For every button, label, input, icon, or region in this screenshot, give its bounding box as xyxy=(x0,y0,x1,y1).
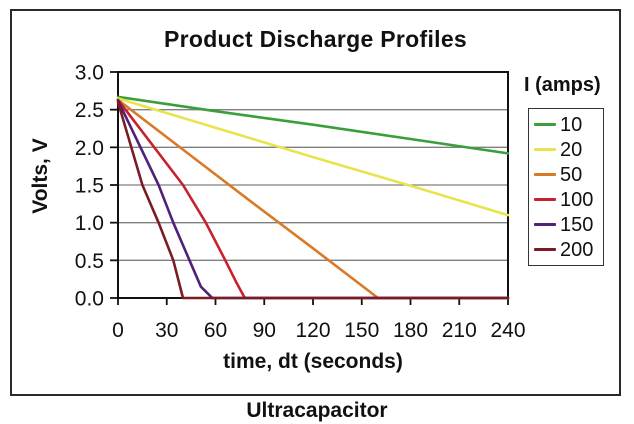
y-tick-label-1.5: 1.5 xyxy=(75,175,104,198)
legend-label-150: 150 xyxy=(560,213,594,236)
chart-frame xyxy=(10,9,621,396)
y-axis-title: Volts, V xyxy=(29,138,52,214)
y-tick-label-0.0: 0.0 xyxy=(75,288,104,311)
legend-item-10: 10 xyxy=(534,115,603,135)
caption: Ultracapacitor xyxy=(246,399,388,422)
x-tick-label-0: 0 xyxy=(112,319,124,342)
legend-swatch-150 xyxy=(534,223,556,226)
legend-label-20: 20 xyxy=(560,138,583,161)
series-line-200 xyxy=(116,100,510,300)
legend-swatch-20 xyxy=(534,148,556,151)
legend-label-100: 100 xyxy=(560,188,594,211)
x-tick-label-60: 60 xyxy=(204,319,227,342)
y-tick-label-2.5: 2.5 xyxy=(75,99,104,122)
chart-title: Product Discharge Profiles xyxy=(163,26,468,52)
legend-swatch-50 xyxy=(534,173,556,176)
legend-item-50: 50 xyxy=(534,165,603,185)
y-tick-label-2.0: 2.0 xyxy=(75,137,104,160)
legend-item-100: 100 xyxy=(534,190,603,210)
y-tick-label-1.0: 1.0 xyxy=(75,212,104,235)
legend-label-200: 200 xyxy=(560,238,594,261)
x-axis-title: time, dt (seconds) xyxy=(223,350,403,373)
x-tick-label-180: 180 xyxy=(393,319,428,342)
legend-title: I (amps) xyxy=(524,74,601,96)
legend-swatch-200 xyxy=(534,248,556,251)
legend-item-20: 20 xyxy=(534,140,603,160)
x-tick-label-150: 150 xyxy=(344,319,379,342)
y-tick-label-0.5: 0.5 xyxy=(75,250,104,273)
legend-swatch-100 xyxy=(534,198,556,201)
series-line-20 xyxy=(116,97,510,217)
x-tick-label-240: 240 xyxy=(490,319,525,342)
legend-swatch-10 xyxy=(534,123,556,126)
x-tick-label-210: 210 xyxy=(442,319,477,342)
x-tick-label-120: 120 xyxy=(295,319,330,342)
series-line-10 xyxy=(116,95,510,155)
legend-item-150: 150 xyxy=(534,215,603,235)
x-tick-label-90: 90 xyxy=(253,319,276,342)
x-tick-label-30: 30 xyxy=(155,319,178,342)
legend-label-10: 10 xyxy=(560,113,583,136)
legend-item-200: 200 xyxy=(534,240,603,260)
y-tick-label-3.0: 3.0 xyxy=(75,62,104,85)
legend: 10 20 50 100 150 200 xyxy=(528,108,604,266)
legend-label-50: 50 xyxy=(560,163,583,186)
